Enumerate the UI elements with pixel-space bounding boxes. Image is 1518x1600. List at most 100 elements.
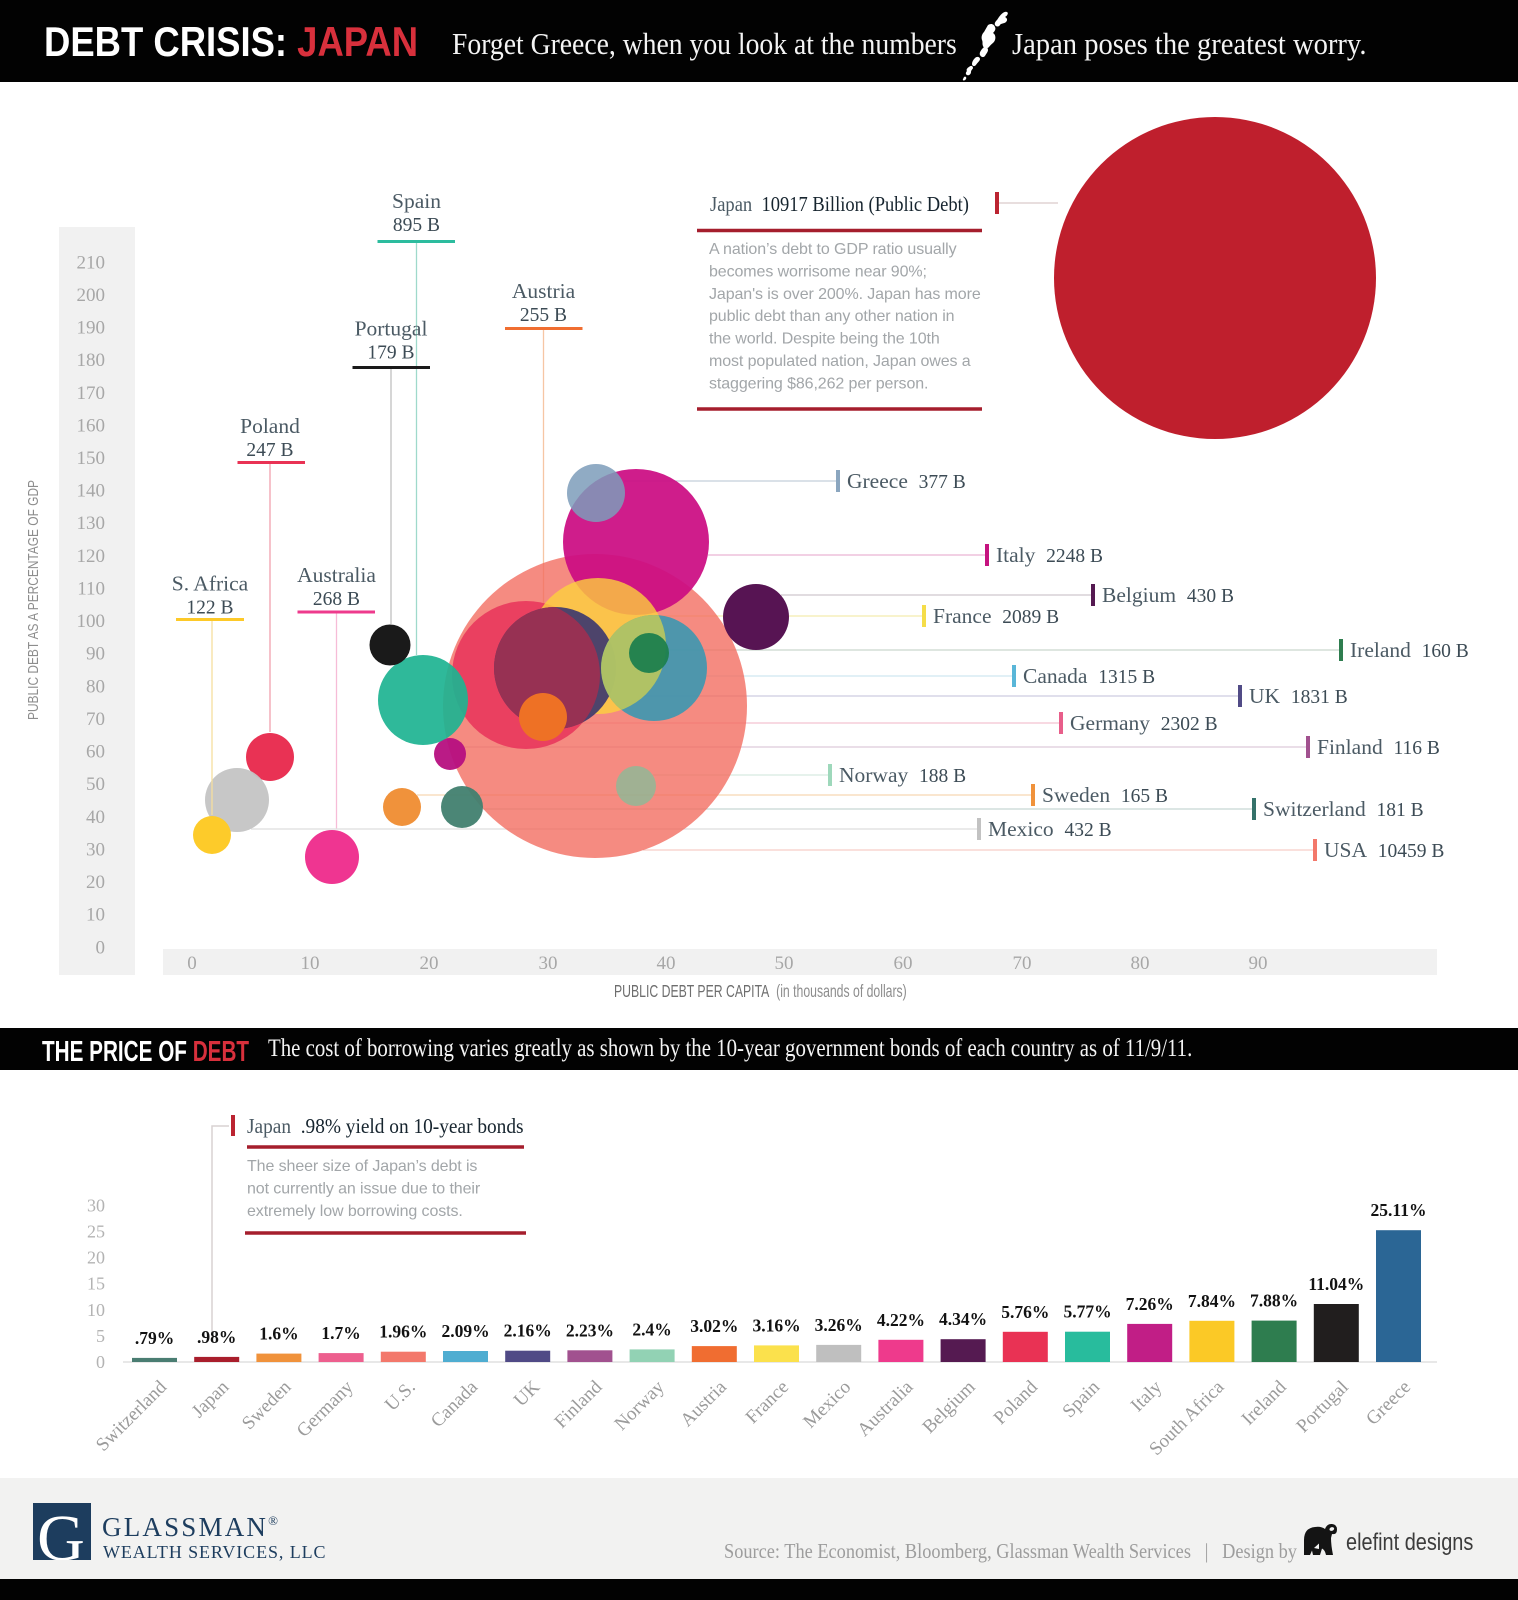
svg-text:30: 30 [86,839,105,860]
svg-text:100: 100 [77,611,106,632]
svg-text:Spain: Spain [1059,1376,1105,1422]
svg-text:70: 70 [86,709,105,730]
svg-text:Portugal: Portugal [355,317,428,341]
svg-text:40: 40 [86,807,105,828]
svg-text:Norway 188 B: Norway 188 B [839,763,966,787]
svg-text:France: France [742,1377,793,1428]
svg-text:140: 140 [77,481,106,502]
svg-text:180: 180 [77,350,106,371]
svg-text:50: 50 [86,774,105,795]
svg-text:becomes worrisome near 90%;: becomes worrisome near 90%; [709,263,927,280]
svg-text:7.84%: 7.84% [1188,1291,1236,1311]
svg-text:Australia: Australia [853,1376,917,1440]
svg-text:Germany: Germany [293,1376,358,1441]
svg-text:G: G [37,1503,85,1560]
svg-text:Canada 1315 B: Canada 1315 B [1023,664,1155,688]
svg-text:1.7%: 1.7% [321,1323,360,1343]
svg-text:Mexico: Mexico [799,1377,855,1433]
svg-text:80: 80 [86,676,105,697]
svg-text:2.4%: 2.4% [632,1319,671,1339]
svg-text:20: 20 [87,1248,105,1268]
svg-text:15: 15 [87,1274,105,1294]
svg-text:Switzerland: Switzerland [92,1376,171,1455]
svg-text:UK: UK [510,1376,544,1410]
svg-text:11.04%: 11.04% [1308,1274,1364,1294]
svg-text:3.26%: 3.26% [815,1315,863,1335]
svg-text:5.77%: 5.77% [1063,1302,1111,1322]
svg-text:4.22%: 4.22% [877,1310,925,1330]
svg-text:France 2089 B: France 2089 B [933,604,1059,628]
svg-text:Finland 116 B: Finland 116 B [1317,735,1440,759]
svg-text:Australia: Australia [297,563,376,587]
svg-text:3.16%: 3.16% [752,1315,800,1335]
svg-text:170: 170 [77,383,106,404]
svg-text:80: 80 [1131,953,1150,974]
svg-text:A nation’s debt to GDP ratio u: A nation’s debt to GDP ratio usually [709,241,957,258]
svg-text:2.16%: 2.16% [504,1321,552,1341]
svg-text:20: 20 [86,872,105,893]
svg-text:110: 110 [77,579,105,600]
svg-text:60: 60 [894,953,913,974]
svg-text:Finland: Finland [551,1376,607,1432]
svg-text:10: 10 [301,953,320,974]
svg-text:0: 0 [96,1352,105,1372]
svg-text:staggering $86,262 per person.: staggering $86,262 per person. [709,375,928,392]
svg-text:895 B: 895 B [393,215,440,236]
svg-text:60: 60 [86,742,105,763]
svg-text:Poland: Poland [990,1376,1043,1429]
svg-text:Ireland: Ireland [1238,1376,1291,1429]
svg-text:Japan: Japan [188,1376,234,1422]
svg-text:Ireland 160 B: Ireland 160 B [1350,638,1469,662]
svg-text:3.02%: 3.02% [690,1316,738,1336]
svg-text:Belgium: Belgium [919,1377,980,1438]
svg-text:10: 10 [87,1300,105,1320]
svg-text:Sweden: Sweden [238,1376,296,1434]
svg-text:130: 130 [77,513,106,534]
svg-text:Greece 377 B: Greece 377 B [847,469,966,493]
svg-text:150: 150 [77,448,106,469]
svg-text:extremely low borrowing costs.: extremely low borrowing costs. [247,1203,463,1220]
svg-text:2.09%: 2.09% [441,1321,489,1341]
svg-text:5: 5 [96,1326,105,1346]
svg-text:U.S.: U.S. [381,1377,420,1416]
svg-text:Italy: Italy [1127,1376,1167,1416]
svg-text:179 B: 179 B [367,343,414,364]
svg-text:UK 1831 B: UK 1831 B [1249,684,1348,708]
svg-text:not currently an issue due to: not currently an issue due to their [247,1180,481,1197]
svg-text:90: 90 [86,644,105,665]
svg-text:Portugal: Portugal [1292,1377,1352,1437]
svg-text:Switzerland 181 B: Switzerland 181 B [1263,797,1424,821]
svg-text:Norway: Norway [611,1376,669,1434]
svg-text:255 B: 255 B [520,305,567,326]
svg-text:.98%: .98% [197,1327,236,1347]
svg-text:1.6%: 1.6% [259,1324,298,1344]
svg-text:90: 90 [1249,953,1268,974]
svg-text:70: 70 [1013,953,1032,974]
svg-text:10: 10 [86,905,105,926]
svg-text:20: 20 [420,953,439,974]
svg-text:2.23%: 2.23% [566,1320,614,1340]
svg-text:S. Africa: S. Africa [172,572,249,596]
svg-text:1.96%: 1.96% [379,1322,427,1342]
svg-text:Sweden 165 B: Sweden 165 B [1042,783,1168,807]
svg-text:Japan .98% yield on 10-year b: Japan .98% yield on 10-year bonds [247,1115,524,1138]
svg-text:0: 0 [96,937,106,958]
svg-text:Greece: Greece [1362,1377,1415,1430]
svg-text:Poland: Poland [240,414,300,438]
svg-text:most populated nation, Japan o: most populated nation, Japan owes a [709,353,971,370]
svg-text:25: 25 [87,1222,105,1242]
svg-text:0: 0 [187,953,197,974]
svg-text:Belgium 430 B: Belgium 430 B [1102,583,1234,607]
svg-text:PUBLIC DEBT PER CAPITA (in th: PUBLIC DEBT PER CAPITA (in thousands of … [614,982,907,1002]
svg-text:public debt than any other nat: public debt than any other nation in [709,308,954,325]
svg-text:25.11%: 25.11% [1371,1200,1427,1220]
svg-text:Italy 2248 B: Italy 2248 B [996,543,1103,567]
svg-text:7.26%: 7.26% [1126,1294,1174,1314]
svg-text:120: 120 [77,546,106,567]
svg-text:Austria: Austria [676,1376,731,1431]
svg-text:Austria: Austria [512,279,576,303]
svg-text:Japan's is over 200%. Japan h: Japan's is over 200%. Japan has more [709,286,981,303]
svg-text:The sheer size of Japan’s debt: The sheer size of Japan’s debt is [247,1158,477,1175]
svg-text:7.88%: 7.88% [1250,1291,1298,1311]
svg-text:210: 210 [77,252,106,273]
